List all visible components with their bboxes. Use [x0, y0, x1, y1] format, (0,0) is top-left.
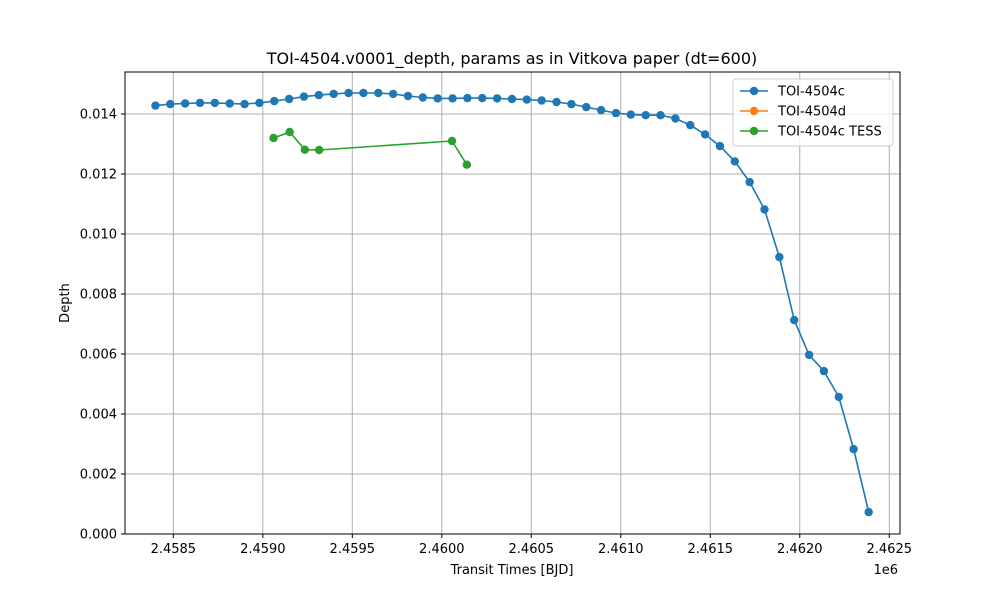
data-point-toi-4504c — [671, 114, 680, 123]
data-point-toi-4504c — [760, 205, 769, 214]
data-point-toi-4504c — [151, 101, 160, 110]
data-point-toi-4504c — [804, 350, 814, 360]
y-tick-label: 0.000 — [80, 528, 117, 543]
y-axis: 0.000 0.002 0.004 0.006 0.008 0.010 0.012 0.014 — [80, 108, 125, 543]
data-point-toi-4504c — [834, 392, 843, 402]
data-point-toi-4504c — [166, 99, 175, 109]
data-point-toi-4504c — [210, 98, 220, 108]
data-point-toi-4504c — [344, 88, 353, 98]
data-point-toi-4504c — [611, 108, 621, 118]
data-point-toi-4504c — [849, 444, 858, 454]
data-point-toi-4504c — [240, 99, 249, 109]
legend-frame — [732, 78, 894, 147]
x-tick-label: 2.4610 — [598, 542, 644, 557]
data-point-toi-4504c — [745, 177, 754, 187]
data-point-toi-4504c — [582, 102, 591, 112]
data-point-toi-4504c-tess — [462, 160, 472, 169]
data-point-toi-4504c — [299, 92, 309, 101]
data-point-toi-4504c — [790, 315, 799, 325]
legend: TOI-4504c TOI-4504d TOI-4504c TESS — [732, 78, 894, 147]
legend-marker-toi-4504c — [749, 86, 759, 96]
series-layer — [151, 88, 873, 517]
legend-label-toi-4504c: TOI-4504c — [777, 85, 845, 100]
y-tick-label: 0.002 — [80, 468, 117, 483]
data-point-toi-4504c — [433, 94, 442, 103]
x-tick-label: 2.4600 — [419, 542, 465, 557]
y-tick-label: 0.012 — [80, 168, 117, 183]
x-tick-label: 2.4595 — [330, 542, 376, 557]
y-tick-label: 0.004 — [80, 408, 117, 423]
data-point-toi-4504c-tess — [269, 133, 278, 143]
data-point-toi-4504c — [819, 366, 829, 376]
data-point-toi-4504c — [775, 252, 784, 262]
series-toi-4504c-tess — [269, 127, 472, 169]
x-tick-label: 2.4590 — [240, 542, 286, 557]
y-tick-label: 0.010 — [80, 228, 117, 243]
data-point-toi-4504c — [537, 96, 546, 105]
data-point-toi-4504c — [686, 120, 695, 130]
data-point-toi-4504c — [700, 130, 710, 139]
x-tick-label: 2.4585 — [151, 542, 197, 557]
data-point-toi-4504c — [656, 111, 665, 120]
data-point-toi-4504c — [864, 507, 873, 517]
data-point-toi-4504c — [195, 98, 205, 108]
x-axis: 2.4585 2.4590 2.4595 2.4600 2.4605 2.4610 2.46… — [151, 534, 912, 557]
data-point-toi-4504c — [448, 94, 457, 103]
data-point-toi-4504c — [403, 91, 413, 101]
data-point-toi-4504c — [270, 96, 279, 106]
x-axis-offset-label: 1e6 — [873, 563, 898, 578]
data-point-toi-4504c — [359, 88, 368, 98]
plot-frame — [124, 71, 901, 535]
data-point-toi-4504c — [626, 110, 636, 119]
x-tick-label: 2.4605 — [509, 542, 555, 557]
data-point-toi-4504c — [552, 97, 561, 107]
data-point-toi-4504c — [225, 99, 234, 108]
data-point-toi-4504c — [418, 93, 428, 102]
data-point-toi-4504c — [567, 99, 576, 109]
x-axis-label: Transit Times [BJD] — [450, 563, 574, 578]
data-point-toi-4504c-tess — [315, 145, 324, 155]
y-axis-label: Depth — [58, 283, 73, 323]
data-point-toi-4504c-tess — [447, 136, 457, 146]
data-point-toi-4504c — [463, 93, 472, 103]
data-point-toi-4504c — [507, 94, 517, 104]
data-point-toi-4504c — [329, 89, 338, 99]
legend-marker-toi-4504c-tess — [749, 126, 759, 136]
data-point-toi-4504c — [715, 141, 725, 151]
x-tick-label: 2.4625 — [867, 542, 913, 557]
x-tick-label: 2.4620 — [777, 542, 823, 557]
data-point-toi-4504c-tess — [285, 127, 294, 137]
legend-marker-toi-4504d — [749, 106, 759, 116]
x-tick-label: 2.4615 — [688, 542, 734, 557]
data-point-toi-4504c — [730, 157, 739, 166]
legend-label-toi-4504c-tess: TOI-4504c TESS — [777, 125, 882, 140]
data-point-toi-4504c — [284, 94, 294, 104]
series-toi-4504c — [151, 88, 873, 517]
data-point-toi-4504c — [255, 98, 264, 108]
chart-title: TOI-4504.v0001_depth, params as in Vitko… — [266, 49, 757, 69]
y-tick-label: 0.014 — [80, 108, 117, 123]
data-point-toi-4504c — [374, 88, 383, 98]
data-point-toi-4504c — [180, 99, 190, 108]
data-point-toi-4504c — [492, 94, 502, 103]
data-point-toi-4504c — [596, 105, 606, 115]
data-point-toi-4504c — [641, 111, 650, 120]
data-point-toi-4504c — [314, 90, 324, 100]
y-tick-label: 0.006 — [80, 348, 117, 363]
data-point-toi-4504c — [522, 95, 532, 104]
y-tick-label: 0.008 — [80, 288, 117, 303]
data-point-toi-4504c-tess — [300, 145, 310, 154]
data-point-toi-4504c — [478, 93, 487, 103]
data-point-toi-4504c — [388, 89, 398, 99]
legend-label-toi-4504d: TOI-4504d — [777, 105, 846, 120]
